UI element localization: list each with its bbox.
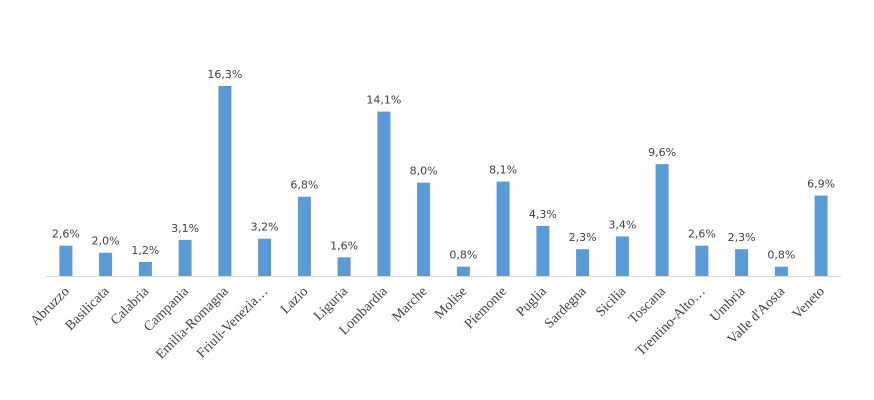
x-tick-label: Molise	[432, 284, 470, 322]
x-tick-label: Veneto	[790, 284, 828, 322]
data-label: 2,6%	[52, 228, 80, 241]
x-tick-label: Piemonte	[462, 284, 510, 332]
data-label: 3,1%	[171, 222, 199, 235]
x-tick-label: Friuli-Venezia…	[194, 284, 271, 361]
data-label: 8,1%	[489, 164, 517, 177]
bars-group	[59, 86, 828, 276]
data-label: 3,4%	[608, 218, 636, 231]
bar	[417, 182, 431, 276]
data-label: 3,2%	[251, 221, 279, 234]
bar	[496, 181, 510, 276]
bar	[615, 236, 629, 276]
bar	[138, 262, 152, 276]
x-tick-label: Sicilia	[593, 284, 629, 320]
bar	[774, 266, 788, 276]
x-tick-label: Trentino-Alto…	[634, 284, 709, 359]
bar	[99, 252, 113, 276]
x-tick-label: Lazio	[278, 284, 311, 317]
data-label: 1,6%	[330, 239, 358, 252]
x-tick-label: Sardegna	[542, 284, 590, 332]
x-tick-label: Puglia	[514, 284, 550, 320]
data-label: 1,2%	[131, 244, 159, 257]
bar	[456, 266, 470, 276]
data-label: 2,3%	[569, 231, 597, 244]
bar	[814, 195, 828, 276]
bar	[735, 249, 749, 276]
data-label: 14,1%	[366, 94, 401, 107]
data-label: 8,0%	[410, 165, 438, 178]
bar	[655, 164, 669, 276]
data-label: 0,8%	[449, 249, 477, 262]
bar	[337, 257, 351, 276]
data-label: 2,6%	[688, 228, 716, 241]
data-label: 16,3%	[207, 68, 242, 81]
bar	[576, 249, 590, 276]
data-label: 4,3%	[529, 208, 557, 221]
category-labels-group: AbruzzoBasilicataCalabriaCampaniaEmilia-…	[28, 284, 828, 363]
data-label: 2,3%	[728, 231, 756, 244]
x-tick-label: Marche	[390, 284, 431, 325]
bar	[695, 245, 709, 276]
data-label: 6,9%	[807, 178, 835, 191]
x-tick-label: Emilia-Romagna	[153, 284, 232, 363]
bar	[59, 245, 73, 276]
bar	[258, 238, 272, 276]
data-label: 6,8%	[290, 179, 318, 192]
bar	[218, 86, 232, 276]
data-label: 2,0%	[92, 235, 120, 248]
bar	[297, 196, 311, 276]
data-label: 9,6%	[648, 146, 676, 159]
data-label: 0,8%	[767, 249, 795, 262]
x-tick-label: Basilicata	[63, 284, 113, 334]
bar	[377, 111, 391, 276]
value-labels-group: 2,6% 2,0% 1,2% 3,1% 16,3% 3,2% 6,8% 1,6% 14,1% 8,…	[52, 68, 835, 262]
bar	[178, 239, 192, 276]
bar	[536, 225, 550, 276]
